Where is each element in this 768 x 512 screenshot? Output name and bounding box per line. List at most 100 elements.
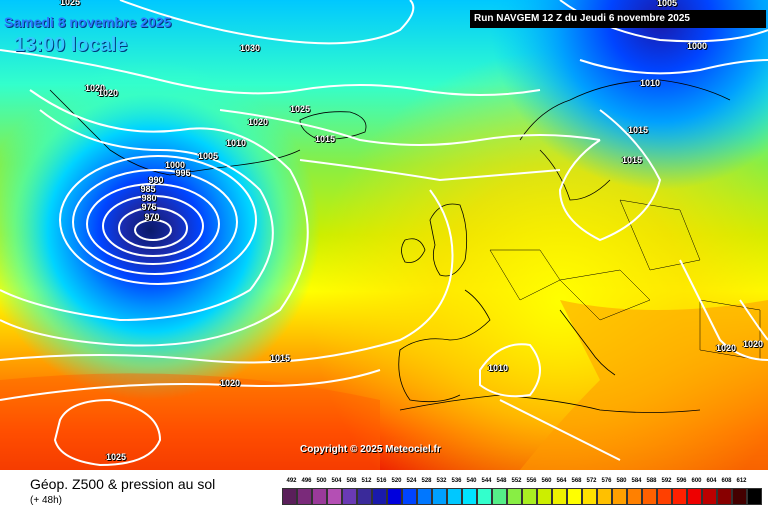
scale-swatch xyxy=(537,488,552,505)
forecast-time: 13:00 locale xyxy=(14,34,128,56)
legend-subtitle: (+ 48h) xyxy=(30,495,62,506)
copyright-notice: Copyright © 2025 Meteociel.fr xyxy=(300,444,441,455)
scale-label: 576 xyxy=(601,478,612,484)
scale-swatch xyxy=(552,488,567,505)
isobar-label: 1000 xyxy=(686,41,708,51)
scale-swatch xyxy=(312,488,327,505)
scale-swatch xyxy=(717,488,732,505)
scale-swatch xyxy=(357,488,372,505)
scale-swatch xyxy=(282,488,297,505)
scale-swatch xyxy=(627,488,642,505)
isobar-label: 1000 xyxy=(164,160,186,170)
isobar-label: 1020 xyxy=(219,378,241,388)
scale-label: 528 xyxy=(421,478,432,484)
scale-label: 540 xyxy=(466,478,477,484)
scale-swatch xyxy=(747,488,762,505)
color-scale: 492 496 500 504 508 512 516 520 524 528 532 536 540 5… xyxy=(282,478,762,508)
weather-map: Samedi 8 novembre 2025 13:00 locale Run … xyxy=(0,0,768,470)
scale-swatch xyxy=(657,488,672,505)
scale-label: 608 xyxy=(721,478,732,484)
scale-label: 532 xyxy=(436,478,447,484)
isobar-label: 1020 xyxy=(84,83,106,93)
isobar-label: 1020 xyxy=(715,343,737,353)
scale-label: 596 xyxy=(676,478,687,484)
isobar-label: 1015 xyxy=(314,134,336,144)
isobar-label: 1020 xyxy=(247,117,269,127)
scale-label: 560 xyxy=(541,478,552,484)
legend-title: Géop. Z500 & pression au sol xyxy=(30,476,216,492)
scale-swatch xyxy=(417,488,432,505)
scale-label: 500 xyxy=(316,478,327,484)
scale-swatch xyxy=(642,488,657,505)
scale-swatch xyxy=(567,488,582,505)
isobar-label: 975 xyxy=(141,202,157,212)
scale-swatch xyxy=(447,488,462,505)
scale-label: 572 xyxy=(586,478,597,484)
isobar-label: 1015 xyxy=(269,353,291,363)
scale-swatch xyxy=(672,488,687,505)
scale-label: 592 xyxy=(661,478,672,484)
isobar-label: 1015 xyxy=(627,125,649,135)
isobar-label: 1010 xyxy=(487,363,509,373)
scale-swatch xyxy=(732,488,747,505)
scale-label: 508 xyxy=(346,478,357,484)
scale-label: 584 xyxy=(631,478,642,484)
scale-swatch xyxy=(492,488,507,505)
scale-swatch xyxy=(297,488,312,505)
scale-label: 552 xyxy=(511,478,522,484)
isobar-label: 990 xyxy=(148,175,164,185)
scale-swatch xyxy=(342,488,357,505)
scale-label: 544 xyxy=(481,478,492,484)
isobar-lines xyxy=(0,0,768,465)
scale-swatch xyxy=(477,488,492,505)
isobar-label: 1030 xyxy=(239,43,261,53)
isobar-label: 1010 xyxy=(639,78,661,88)
scale-label: 492 xyxy=(286,478,297,484)
scale-label: 524 xyxy=(406,478,417,484)
forecast-date: Samedi 8 novembre 2025 xyxy=(4,14,172,30)
model-run-info: Run NAVGEM 12 Z du Jeudi 6 novembre 2025 xyxy=(470,10,766,28)
scale-swatch xyxy=(327,488,342,505)
scale-swatch xyxy=(387,488,402,505)
geopotential-field xyxy=(0,0,768,470)
scale-label: 556 xyxy=(526,478,537,484)
isobar-label: 1005 xyxy=(656,0,678,8)
scale-label: 504 xyxy=(331,478,342,484)
scale-swatch xyxy=(402,488,417,505)
scale-swatch xyxy=(597,488,612,505)
scale-label: 496 xyxy=(301,478,312,484)
scale-label: 536 xyxy=(451,478,462,484)
isobar-label: 1015 xyxy=(621,155,643,165)
scale-label: 604 xyxy=(706,478,717,484)
isobar-label: 1025 xyxy=(59,0,81,7)
isobar-label: 980 xyxy=(141,193,157,203)
scale-label: 580 xyxy=(616,478,627,484)
legend-footer: Géop. Z500 & pression au sol (+ 48h) 492… xyxy=(0,470,768,512)
scale-label: 516 xyxy=(376,478,387,484)
scale-label: 612 xyxy=(736,478,747,484)
scale-label: 588 xyxy=(646,478,657,484)
scale-swatch xyxy=(462,488,477,505)
isobar-label: 1020 xyxy=(97,88,119,98)
isobar-label: 985 xyxy=(140,184,156,194)
scale-swatch xyxy=(372,488,387,505)
isobar-label: 1010 xyxy=(225,138,247,148)
isobar-label: 1005 xyxy=(197,151,219,161)
scale-label: 512 xyxy=(361,478,372,484)
scale-label: 564 xyxy=(556,478,567,484)
scale-swatch xyxy=(507,488,522,505)
scale-swatch xyxy=(687,488,702,505)
scale-label: 520 xyxy=(391,478,402,484)
isobar-label: 995 xyxy=(175,168,191,178)
isobar-label: 1020 xyxy=(742,339,764,349)
scale-label: 600 xyxy=(691,478,702,484)
isobar-label: 970 xyxy=(144,212,160,222)
scale-swatch xyxy=(582,488,597,505)
scale-swatch xyxy=(612,488,627,505)
scale-swatch xyxy=(522,488,537,505)
scale-label: 548 xyxy=(496,478,507,484)
isobar-label: 1025 xyxy=(105,452,127,462)
scale-label: 568 xyxy=(571,478,582,484)
scale-swatch xyxy=(702,488,717,505)
isobar-label: 1025 xyxy=(289,104,311,114)
